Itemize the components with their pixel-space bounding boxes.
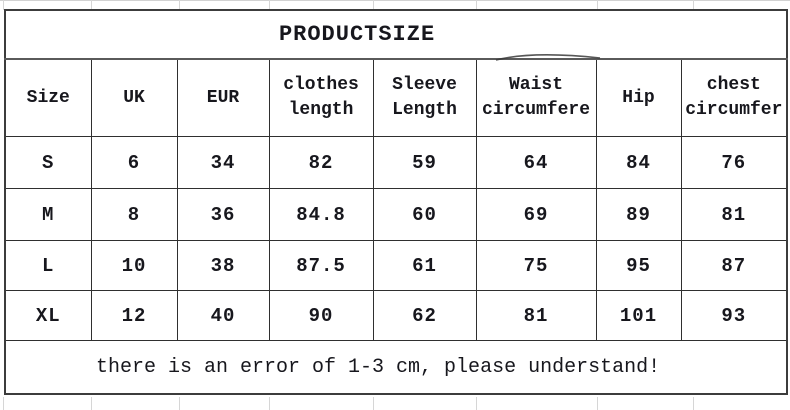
value-cell: 12 xyxy=(90,290,178,341)
background-gridline xyxy=(693,397,694,410)
header-line: Size xyxy=(26,87,70,108)
value-cell: 101 xyxy=(595,290,682,341)
value-cell: 59 xyxy=(372,136,477,189)
header-line: Waist xyxy=(508,75,563,95)
value-cell: 87 xyxy=(680,240,788,291)
value-cell: 61 xyxy=(372,240,477,291)
row-label-cell: M xyxy=(4,188,92,241)
footer-note: there is an error of 1-3 cm, please unde… xyxy=(4,340,788,395)
col-header-chest-circumference: chest circumfer xyxy=(680,58,788,137)
header-line: Sleeve xyxy=(392,75,457,95)
table-row-m: M 8 36 84.8 60 69 89 81 xyxy=(4,188,788,241)
header-line: chest xyxy=(706,75,761,95)
header-line: Length xyxy=(392,100,457,120)
background-gridline xyxy=(269,397,270,410)
table-row-xl: XL 12 40 90 62 81 101 93 xyxy=(4,290,788,341)
value-cell: 6 xyxy=(90,136,178,189)
col-header-size: Size xyxy=(4,58,92,137)
col-header-hip: Hip xyxy=(595,58,682,137)
value-cell: 81 xyxy=(475,290,597,341)
value-cell: 10 xyxy=(90,240,178,291)
value-cell: 75 xyxy=(475,240,597,291)
header-line: length xyxy=(288,100,354,120)
value-cell: 60 xyxy=(372,188,477,241)
background-gridline xyxy=(91,0,92,10)
background-gridline-horizontal xyxy=(0,0,790,1)
col-header-clothes-length: clothes length xyxy=(268,58,374,137)
header-row: Size UK EUR clothes length Sleeve Length… xyxy=(4,58,788,137)
col-header-sleeve-length: Sleeve Length xyxy=(372,58,477,137)
value-cell: 87.5 xyxy=(268,240,374,291)
row-label-cell: S xyxy=(4,136,92,189)
value-cell: 90 xyxy=(268,290,374,341)
background-gridline xyxy=(91,397,92,410)
value-cell: 95 xyxy=(595,240,682,291)
background-gridline xyxy=(3,397,4,410)
header-line: Hip xyxy=(622,87,655,108)
table-title: PRODUCTSIZE xyxy=(4,9,788,60)
value-cell: 76 xyxy=(680,136,788,189)
header-line: circumfere xyxy=(481,100,591,120)
value-cell: 81 xyxy=(680,188,788,241)
header-line: clothes xyxy=(283,75,359,95)
header-line: UK xyxy=(123,87,145,108)
header-line: circumfer xyxy=(685,100,783,120)
row-label-cell: XL xyxy=(4,290,92,341)
value-cell: 82 xyxy=(268,136,374,189)
background-gridline xyxy=(3,0,4,10)
value-cell: 62 xyxy=(372,290,477,341)
background-gridline xyxy=(179,0,180,10)
col-header-eur: EUR xyxy=(176,58,270,137)
col-header-uk: UK xyxy=(90,58,178,137)
background-gridline xyxy=(476,0,477,10)
footer-row: there is an error of 1-3 cm, please unde… xyxy=(4,340,788,395)
background-gridline xyxy=(597,0,598,10)
value-cell: 64 xyxy=(475,136,597,189)
value-cell: 36 xyxy=(176,188,270,241)
header-line: EUR xyxy=(206,87,240,108)
value-cell: 84 xyxy=(595,136,682,189)
background-gridline xyxy=(373,0,374,10)
value-cell: 89 xyxy=(595,188,682,241)
background-gridline xyxy=(373,397,374,410)
value-cell: 69 xyxy=(475,188,597,241)
background-gridline xyxy=(269,0,270,10)
background-gridline xyxy=(693,0,694,10)
value-cell: 38 xyxy=(176,240,270,291)
value-cell: 34 xyxy=(176,136,270,189)
value-cell: 84.8 xyxy=(268,188,374,241)
title-row: PRODUCTSIZE xyxy=(4,9,788,60)
value-cell: 40 xyxy=(176,290,270,341)
value-cell: 8 xyxy=(90,188,178,241)
background-gridline xyxy=(476,397,477,410)
table-row-l: L 10 38 87.5 61 75 95 87 xyxy=(4,240,788,291)
value-cell: 93 xyxy=(680,290,788,341)
product-size-table: PRODUCTSIZE Size UK EUR clothes length S… xyxy=(4,9,789,395)
background-gridline xyxy=(179,397,180,410)
row-label-cell: L xyxy=(4,240,92,291)
col-header-waist-circumference: Waist circumfere xyxy=(475,58,597,137)
table-row-s: S 6 34 82 59 64 84 76 xyxy=(4,136,788,189)
background-gridline xyxy=(597,397,598,410)
